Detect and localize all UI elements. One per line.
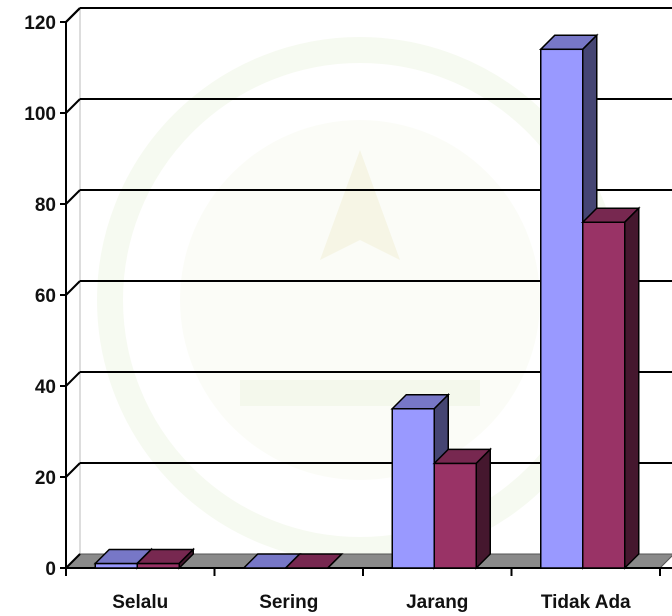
- y-tick-depth: [65, 462, 81, 478]
- bar-front: [433, 462, 477, 569]
- bar: [283, 553, 344, 569]
- x-tick-label: Sering: [259, 592, 318, 613]
- bar: [432, 447, 493, 570]
- bar-front: [582, 221, 626, 569]
- y-tick-label: 120: [24, 13, 56, 34]
- x-axis-ticks: Selalu Sering Jarang Tidak Ada: [65, 568, 661, 613]
- bar: [135, 547, 196, 570]
- bar-side: [178, 547, 194, 570]
- bar-side: [327, 553, 343, 569]
- y-tick-label: 100: [24, 104, 56, 125]
- x-tick-label: Selalu: [112, 592, 168, 613]
- x-tick-label: Jarang: [406, 592, 468, 613]
- x-tick-label: Tidak Ada: [541, 592, 631, 613]
- y-tick-depth: [65, 98, 81, 114]
- y-tick-depth: [65, 553, 81, 569]
- y-tick-label: 0: [45, 559, 56, 580]
- y-tick-label: 20: [35, 468, 56, 489]
- y-axis-ticks: 0 20 40 60 80 100 120: [24, 7, 81, 580]
- bar-front: [391, 408, 435, 569]
- bar-side: [624, 206, 640, 570]
- bar-front: [540, 48, 584, 569]
- y-tick-depth: [65, 371, 81, 387]
- bars: [93, 33, 641, 570]
- y-tick-depth: [65, 280, 81, 296]
- y-tick-depth: [65, 7, 81, 23]
- y-tick-depth: [65, 189, 81, 205]
- y-tick-label: 60: [35, 286, 56, 307]
- bar: [580, 206, 641, 570]
- y-tick-label: 40: [35, 377, 56, 398]
- bar-side: [475, 447, 491, 570]
- y-tick-label: 80: [35, 195, 56, 216]
